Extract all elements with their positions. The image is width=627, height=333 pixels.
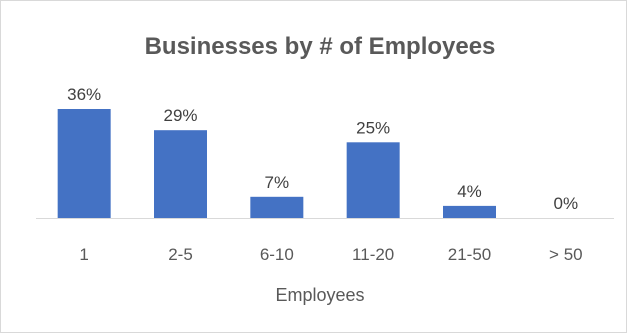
data-label-0: 36% (67, 85, 101, 104)
x-tick-label-0: 1 (79, 245, 88, 264)
bar-0 (57, 109, 111, 218)
data-labels-group: 36% 29% 7% 25% 4% 0% (67, 85, 578, 213)
data-label-3: 25% (356, 118, 390, 137)
x-tick-label-3: 11-20 (352, 245, 394, 264)
data-label-1: 29% (163, 106, 197, 125)
bar-3 (346, 142, 400, 218)
x-tick-label-5: > 50 (549, 245, 583, 264)
x-axis-title: Employees (275, 285, 364, 305)
data-label-5: 0% (554, 194, 579, 213)
bar-1 (154, 130, 207, 218)
data-label-4: 4% (457, 182, 482, 201)
chart-title: Businesses by # of Employees (145, 33, 496, 60)
bar-4 (443, 205, 496, 218)
x-tick-label-1: 2-5 (168, 245, 193, 264)
x-tick-label-2: 6-10 (260, 245, 294, 264)
data-label-2: 7% (265, 173, 290, 192)
bars-group (57, 109, 496, 218)
bar-2 (250, 196, 304, 218)
x-tick-labels-group: 1 2-5 6-10 11-20 21-50 > 50 (79, 245, 582, 264)
x-tick-label-4: 21-50 (448, 245, 491, 264)
